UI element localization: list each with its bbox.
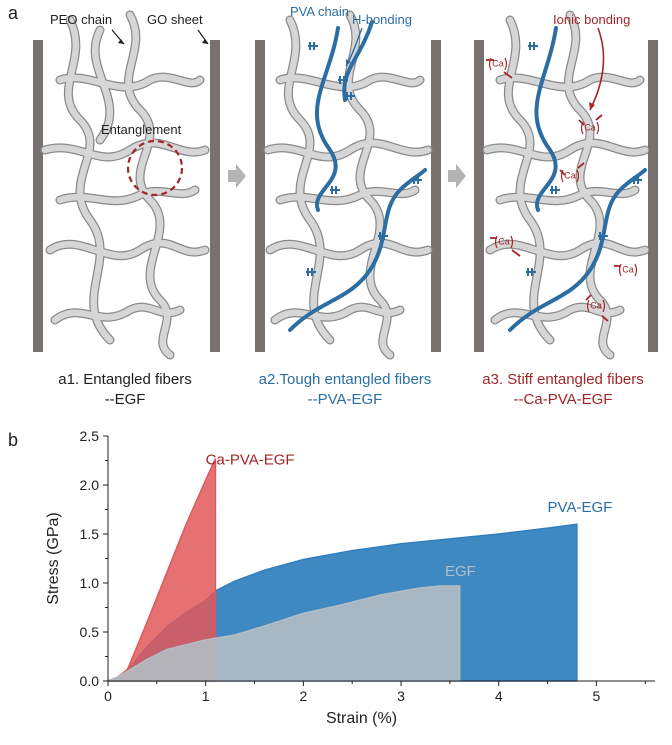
caption-a1: a1. Entangled fibers --EGF: [20, 370, 230, 410]
series-label-ca-pva-egf: Ca-PVA-EGF: [206, 452, 295, 469]
pva-chains: [288, 20, 427, 332]
series-area-ca-pva-egf: [107, 458, 217, 682]
label-ionic-bonding: Ionic bonding: [553, 12, 630, 27]
process-arrow-1: [228, 164, 246, 188]
go-sheet-left: [33, 40, 43, 352]
caption-a2-line2: --PVA-EGF: [307, 391, 383, 408]
label-go-sheet: GO sheet: [147, 12, 203, 27]
label-pva-chain: PVA chain: [290, 4, 349, 19]
go-sheet-left: [255, 40, 265, 352]
series-label-egf: EGF: [445, 563, 476, 580]
caption-a3: a3. Stiff entangled fibers --Ca-PVA-EGF: [458, 370, 668, 410]
label-entanglement: Entanglement: [101, 122, 182, 137]
subpanel-a1: PEO chain GO sheet Entanglement: [33, 10, 220, 360]
schematic-diagram: Ca: [33, 4, 658, 360]
x-tick-label: 1: [202, 688, 210, 704]
series-areas: [107, 458, 578, 682]
y-tick-label: 1.0: [80, 575, 100, 591]
x-tick-label: 2: [299, 688, 307, 704]
stress-strain-chart: 0 1 2 3 4 5 0.0 0.5 1.0 1.5 2.0 2.5 Strain (%) Stress…: [45, 428, 655, 727]
label-peo-chain: PEO chain: [50, 12, 112, 27]
subpanel-a3: Ionic bonding: [474, 10, 658, 360]
peo-chains: [482, 10, 650, 360]
caption-a3-line1: a3. Stiff entangled fibers: [482, 371, 644, 388]
peo-chains: [40, 10, 210, 360]
subpanel-a2: PVA chain H-bonding: [255, 4, 441, 360]
y-tick-label: 0.5: [80, 624, 100, 640]
entanglement-circle: [126, 139, 184, 197]
x-axis-label: Strain (%): [326, 710, 397, 727]
h-bond-marks: [526, 42, 642, 276]
series-label-pva-egf: PVA-EGF: [548, 499, 613, 516]
y-tick-label: 2.5: [80, 428, 100, 444]
x-tick-label: 0: [104, 688, 112, 704]
chart-axes: 0 1 2 3 4 5 0.0 0.5 1.0 1.5 2.0 2.5 Strain (%) Stress…: [45, 428, 655, 727]
y-tick-label: 1.5: [80, 526, 100, 542]
y-tick-label: 2.0: [80, 477, 100, 493]
go-sheet-right: [210, 40, 220, 352]
pva-chains: [508, 26, 647, 332]
peo-chains: [263, 10, 433, 360]
ca-bond-marks: [486, 59, 621, 322]
label-h-bonding: H-bonding: [352, 12, 412, 27]
arrow-ionic-bonding: [589, 27, 605, 111]
series-labels: PVA-EGF Ca-PVA-EGF EGF: [206, 452, 613, 580]
go-sheet-right: [648, 40, 658, 352]
caption-a1-line1: a1. Entangled fibers: [58, 371, 192, 388]
go-sheet-left: [474, 40, 484, 352]
caption-a1-line2: --EGF: [104, 391, 146, 408]
y-tick-label: 0.0: [80, 673, 100, 689]
go-sheet-right: [431, 40, 441, 352]
panel-b-stress-strain: b 0 1 2 3 4 5 0.0 0.5 1.0 1.5 2.0 2.5 Strain (%) Stre…: [0, 418, 672, 745]
h-bond-marks: [306, 42, 422, 276]
caption-a2-line1: a2.Tough entangled fibers: [258, 371, 432, 388]
caption-a3-line2: --Ca-PVA-EGF: [513, 391, 613, 408]
process-arrow-2: [448, 164, 466, 188]
panel-b-letter: b: [8, 430, 19, 450]
y-axis-label: Stress (GPa): [45, 512, 62, 604]
x-tick-label: 5: [592, 688, 600, 704]
caption-a2: a2.Tough entangled fibers --PVA-EGF: [240, 370, 450, 410]
x-tick-label: 4: [495, 688, 503, 704]
panel-a-letter: a: [8, 3, 19, 23]
series-area-egf: [107, 585, 461, 682]
panel-a-schematic: a Ca: [8, 3, 668, 410]
x-tick-label: 3: [397, 688, 405, 704]
